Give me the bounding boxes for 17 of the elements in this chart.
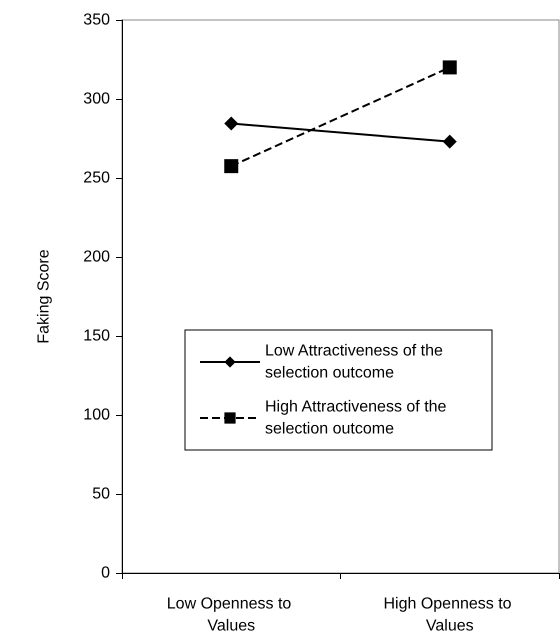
y-axis-title: Faking Score <box>36 249 52 344</box>
y-tick-label: 100 <box>83 406 110 424</box>
y-tick-label: 50 <box>92 486 110 502</box>
y-tick-label: 150 <box>83 328 110 344</box>
y-tick-label: 350 <box>83 12 110 28</box>
legend-label: High Attractiveness of the selection outcome <box>265 398 451 438</box>
point <box>442 134 457 149</box>
y-tick-label: 250 <box>83 170 110 186</box>
x-tick-label: Low Openness to Values <box>166 596 296 634</box>
point <box>442 60 457 74</box>
point <box>224 159 238 174</box>
legend-label: Low Attractiveness of the selection outcome <box>265 342 448 382</box>
x-tick-label: High Openness to Values <box>383 596 516 634</box>
y-tick-label: 0 <box>101 564 110 582</box>
y-tick-label: 200 <box>83 248 110 266</box>
y-tick-label: 300 <box>83 90 110 108</box>
point <box>224 116 238 130</box>
